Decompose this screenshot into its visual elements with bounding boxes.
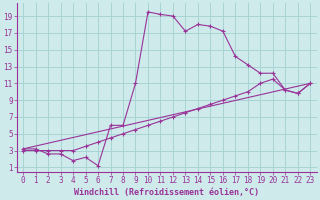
X-axis label: Windchill (Refroidissement éolien,°C): Windchill (Refroidissement éolien,°C) (74, 188, 259, 197)
